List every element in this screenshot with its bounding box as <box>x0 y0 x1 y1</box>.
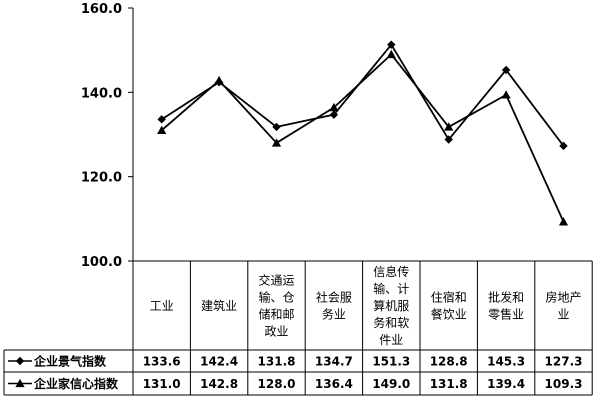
y-tick-label: 100.0 <box>81 255 122 270</box>
data-point <box>157 115 166 124</box>
axes: 100.0 120.0 140.0 160.0 <box>81 2 134 350</box>
data-table-value: 127.3 <box>545 355 583 369</box>
legend-marker <box>15 356 25 366</box>
data-point <box>444 135 453 144</box>
data-table-value: 134.7 <box>315 355 353 369</box>
data-point <box>214 75 224 85</box>
category-label: 建筑业 <box>201 298 237 313</box>
category-label: 零售业 <box>488 307 524 322</box>
category-label: 输、计 <box>373 281 409 296</box>
data-table-value: 142.8 <box>200 377 238 391</box>
y-tick-label: 160.0 <box>81 2 122 17</box>
data-point <box>157 125 167 134</box>
category-label: 社会服 <box>316 290 352 305</box>
data-table-value: 149.0 <box>372 377 410 391</box>
data-table-value: 131.8 <box>258 355 296 369</box>
data-point <box>386 49 396 59</box>
data-point <box>444 122 454 131</box>
category-label: 住宿和 <box>431 290 467 305</box>
data-point <box>501 65 511 75</box>
data-table-value: 151.3 <box>372 355 410 369</box>
data-point <box>501 90 511 99</box>
y-tick-label: 140.0 <box>81 86 122 101</box>
category-label: 输、仓 <box>258 290 294 305</box>
data-point <box>329 102 339 112</box>
data-point <box>329 110 339 119</box>
data-point <box>387 40 396 49</box>
legend-label: 企业景气指数 <box>33 354 107 369</box>
legend-label: 企业家信心指数 <box>33 376 119 391</box>
category-label: 交通运 <box>258 273 294 288</box>
data-point <box>558 217 569 226</box>
data-table-value: 131.8 <box>430 377 468 391</box>
category-label: 信息传 <box>373 264 409 279</box>
data-point <box>271 138 282 147</box>
plot-area <box>157 40 569 226</box>
data-point <box>559 141 568 151</box>
data-table-value: 133.6 <box>143 355 181 369</box>
data-table-value: 109.3 <box>545 377 583 391</box>
category-label: 政业 <box>264 325 288 339</box>
legend-marker <box>15 378 25 388</box>
y-tick-label: 120.0 <box>81 171 122 186</box>
data-table-value: 145.3 <box>487 355 525 369</box>
data-table-value: 128.0 <box>258 377 296 391</box>
category-label: 务和软 <box>373 315 409 330</box>
data-point <box>272 122 281 132</box>
category-label: 批发和 <box>488 290 524 305</box>
data-table-value: 131.0 <box>143 377 181 391</box>
category-label: 餐饮业 <box>431 307 467 322</box>
series-line <box>161 53 565 223</box>
data-table-value: 142.4 <box>200 355 238 369</box>
category-label: 算机服 <box>373 298 409 313</box>
category-label: 工业 <box>150 299 174 313</box>
series-line <box>161 43 565 147</box>
data-table-value: 139.4 <box>487 377 525 391</box>
data-table-value: 136.4 <box>315 377 353 391</box>
category-label: 房地产 <box>545 290 581 305</box>
category-label: 业 <box>557 308 569 322</box>
category-label: 件业 <box>379 333 403 347</box>
data-table-value: 128.8 <box>430 355 468 369</box>
category-label: 务业 <box>322 307 346 322</box>
category-label: 储和邮 <box>258 307 294 322</box>
